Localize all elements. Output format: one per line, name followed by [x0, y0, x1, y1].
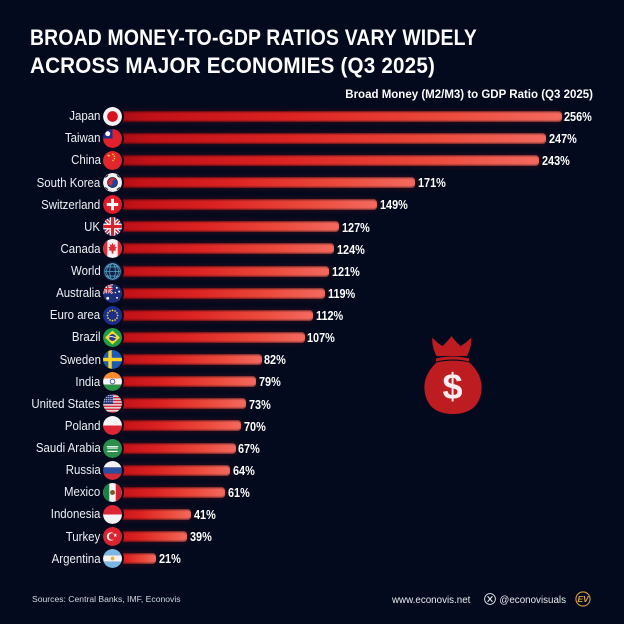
svg-text:$: $	[442, 366, 462, 407]
svg-text:EV: EV	[577, 594, 590, 604]
